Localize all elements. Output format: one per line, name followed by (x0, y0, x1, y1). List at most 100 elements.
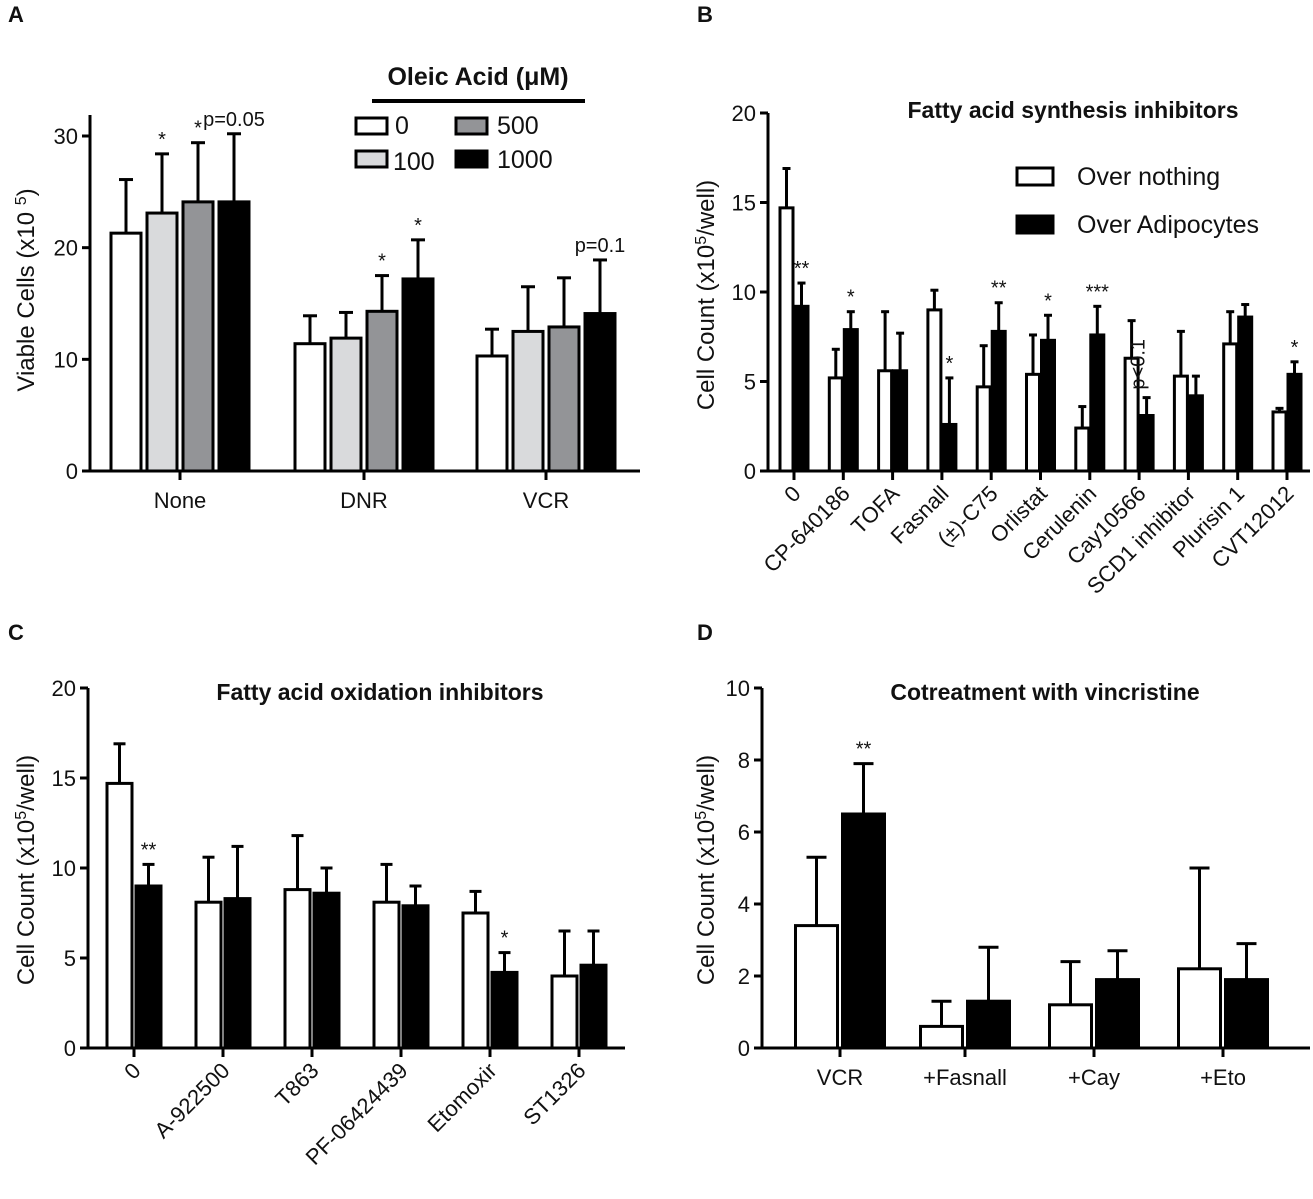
bar-over-adipocytes (1286, 372, 1303, 473)
bar-over-adipocytes (1089, 333, 1106, 473)
y-tick-label: 0 (738, 1036, 750, 1061)
y-tick-label: 15 (52, 766, 76, 791)
legend-label: Over Adipocytes (1077, 211, 1259, 239)
bar-100 (145, 211, 179, 473)
significance-label: p=0.05 (203, 109, 265, 131)
significance-label: ** (856, 739, 872, 761)
legend-swatch (354, 116, 389, 136)
y-tick-label: 5 (744, 370, 756, 395)
bar-over-adipocytes (841, 812, 886, 1050)
legend-label: 1000 (497, 146, 553, 174)
x-tick-label: 0 (119, 1058, 145, 1084)
y-axis-label: Cell Count (x105/well) (13, 755, 41, 985)
y-tick-label: 20 (54, 236, 78, 261)
bar-1000 (217, 200, 251, 473)
bar-over-nothing (975, 385, 992, 473)
bar-over-adipocytes (1187, 394, 1204, 473)
bar-0 (293, 342, 327, 473)
legend-label: 100 (393, 148, 435, 176)
bar-over-nothing (926, 308, 943, 473)
y-tick-label: 8 (738, 748, 750, 773)
bar-0 (109, 231, 143, 473)
bar-over-nothing (105, 781, 134, 1050)
legend-swatch (1015, 214, 1055, 235)
y-tick-label: 0 (64, 1036, 76, 1061)
y-axis-label-tail: ) (13, 188, 40, 196)
bar-over-nothing (461, 911, 490, 1050)
chart-title: Cotreatment with vincristine (890, 679, 1199, 705)
bar-100 (329, 336, 363, 473)
legend-title: Oleic Acid (μM) (387, 63, 568, 91)
x-tick-label: VCR (817, 1065, 863, 1090)
y-axis-label: Cell Count (x105/well) (693, 755, 721, 985)
legend-label: Over nothing (1077, 163, 1220, 191)
x-tick-label: +Cay (1068, 1065, 1120, 1090)
bar-1000 (583, 312, 617, 473)
y-tick-label: 15 (732, 191, 756, 216)
y-tick-label: 30 (54, 124, 78, 149)
bar-over-nothing (550, 974, 579, 1050)
x-tick-label: ST1326 (518, 1058, 590, 1130)
y-tick-label: 2 (738, 964, 750, 989)
x-tick-label: None (154, 488, 207, 513)
y-tick-label: 20 (732, 101, 756, 126)
legend-swatch (454, 116, 489, 136)
bar-over-nothing (1271, 410, 1288, 473)
y-axis-label-main: Cell Count (x10 (13, 820, 40, 985)
bar-over-adipocytes (312, 891, 341, 1050)
y-tick-label: 0 (744, 459, 756, 484)
significance-label: *** (1086, 281, 1110, 303)
bar-500 (365, 309, 399, 473)
bar-over-nothing (194, 900, 223, 1050)
bar-over-nothing (919, 1024, 964, 1050)
x-tick-label: T863 (270, 1058, 323, 1111)
significance-label: ** (991, 278, 1007, 300)
y-tick-label: 20 (52, 676, 76, 701)
bar-over-adipocytes (1095, 978, 1140, 1050)
bar-500 (547, 325, 581, 473)
bar-over-adipocytes (1040, 338, 1056, 473)
x-tick-label: DNR (340, 488, 388, 513)
bar-over-nothing (372, 900, 401, 1050)
y-axis-label-main: Cell Count (x10 (693, 245, 720, 410)
x-tick-label: 0 (779, 481, 805, 507)
significance-label: * (946, 353, 954, 375)
significance-label: p<0.1 (1128, 339, 1150, 390)
bar-over-adipocytes (490, 970, 519, 1050)
x-tick-label: VCR (523, 488, 569, 513)
bar-over-adipocytes (892, 369, 909, 473)
y-axis-label-sup: 5 (13, 196, 30, 205)
bar-over-adipocytes (401, 904, 430, 1050)
y-axis-label-tail: /well) (693, 180, 720, 236)
bar-over-nothing (1172, 374, 1189, 473)
panel-letter: C (8, 620, 24, 645)
y-axis-label-sup: 5 (693, 236, 710, 245)
bar-over-nothing (877, 369, 894, 473)
significance-label: * (378, 251, 386, 273)
significance-label: * (847, 287, 855, 309)
x-tick-label: +Eto (1200, 1065, 1246, 1090)
bar-over-nothing (778, 206, 795, 473)
y-axis-label-sup: 5 (13, 811, 30, 820)
bar-over-nothing (1222, 342, 1239, 473)
significance-label: ** (141, 839, 157, 861)
bar-over-nothing (1177, 967, 1222, 1050)
legend-label: 500 (497, 112, 539, 140)
significance-label: * (1291, 337, 1299, 359)
legend-label: 0 (395, 112, 409, 140)
panel-letter: B (697, 2, 713, 27)
y-tick-label: 10 (54, 347, 78, 372)
x-tick-label: CP-640186 (758, 481, 854, 577)
bar-over-nothing (1048, 1003, 1093, 1050)
legend-swatch (454, 149, 489, 169)
bar-over-adipocytes (793, 304, 810, 473)
y-tick-label: 0 (66, 459, 78, 484)
bar-over-adipocytes (1224, 978, 1269, 1050)
bar-over-nothing (283, 888, 312, 1050)
bar-over-adipocytes (966, 999, 1011, 1050)
y-tick-label: 10 (732, 280, 756, 305)
significance-label: * (501, 928, 509, 950)
x-tick-label: A-922500 (149, 1058, 234, 1143)
bar-over-adipocytes (223, 897, 252, 1050)
